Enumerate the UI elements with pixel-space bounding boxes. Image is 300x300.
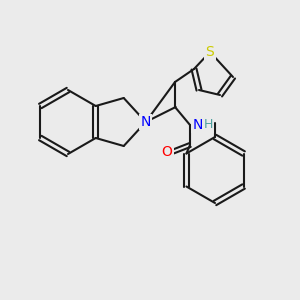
Text: S: S: [206, 45, 214, 59]
Text: N: N: [140, 115, 151, 129]
Text: N: N: [193, 118, 203, 132]
Text: O: O: [162, 145, 172, 159]
Text: H: H: [203, 118, 213, 131]
